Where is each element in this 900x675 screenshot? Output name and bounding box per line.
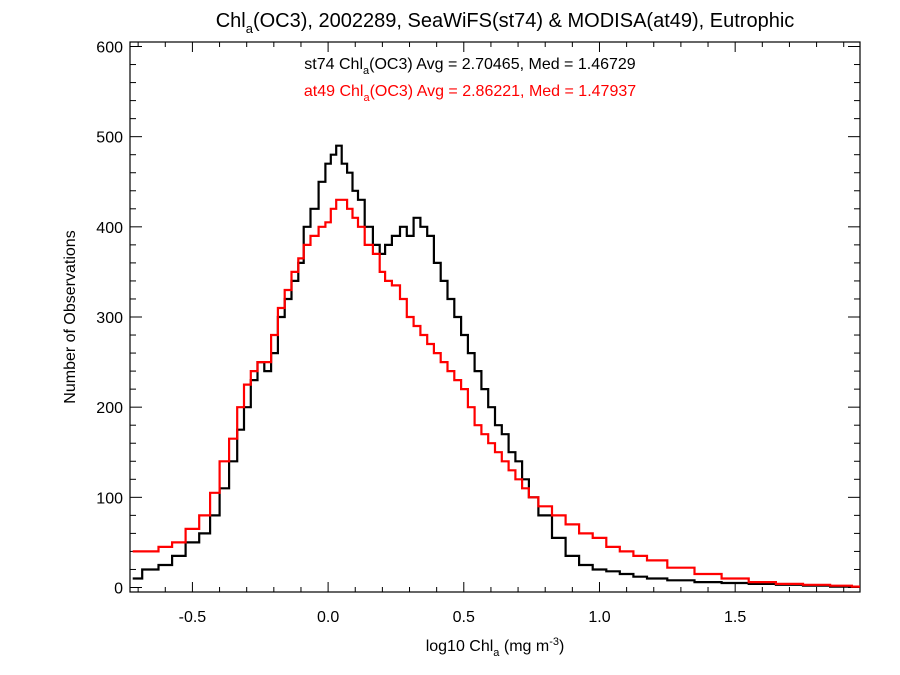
- stats-at49-post: (OC3) Avg = 2.86221, Med = 1.47937: [370, 83, 637, 100]
- y-tick-label: 400: [96, 220, 123, 237]
- x-tick-label: -0.5: [179, 609, 207, 626]
- y-tick-label: 500: [96, 130, 123, 147]
- y-tick-label: 0: [114, 580, 123, 597]
- x-tick-label: 1.0: [588, 609, 610, 626]
- xlabel-sup: -3: [549, 636, 559, 648]
- title-rest: (OC3), 2002289, SeaWiFS(st74) & MODISA(a…: [253, 10, 794, 32]
- plot-frame: [129, 41, 861, 593]
- y-tick-label: 100: [96, 490, 123, 507]
- x-tick-label: 0.5: [453, 609, 475, 626]
- y-tick-label: 300: [96, 310, 123, 327]
- x-axis-title: log10 Chla (mg m-3): [426, 636, 565, 659]
- xlabel-mid: (mg m: [499, 638, 549, 655]
- axis-ticks: -0.5 0.0 0.5 1.0 1.5 0 100 200 300 400 500 600: [96, 40, 860, 626]
- stats-line-at49: at49 Chla(OC3) Avg = 2.86221, Med = 1.47…: [304, 83, 636, 104]
- xlabel-sub: a: [493, 647, 500, 659]
- title-main: Chl: [216, 10, 246, 32]
- xlabel-close: ): [559, 638, 564, 655]
- series-line-1: [132, 198, 860, 588]
- y-axis-title: Number of Observations: [62, 230, 79, 403]
- x-tick-label: 0.0: [317, 609, 339, 626]
- chart-title: Chla(OC3), 2002289, SeaWiFS(st74) & MODI…: [216, 10, 795, 36]
- stats-at49-sub: a: [363, 92, 370, 104]
- stats-st74-sub: a: [363, 65, 370, 77]
- title-sub: a: [246, 21, 254, 36]
- series-line-0: [132, 144, 860, 588]
- stats-st74-post: (OC3) Avg = 2.70465, Med = 1.46729: [369, 56, 636, 73]
- xlabel-main: log10 Chl: [426, 638, 494, 655]
- y-tick-label: 200: [96, 400, 123, 417]
- stats-st74-pre: st74 Chl: [304, 56, 363, 73]
- stats-at49-pre: at49 Chl: [304, 83, 364, 100]
- x-tick-label: 1.5: [724, 609, 746, 626]
- stats-line-st74: st74 Chla(OC3) Avg = 2.70465, Med = 1.46…: [304, 56, 635, 77]
- y-tick-label: 600: [96, 40, 123, 57]
- series-layer: [132, 144, 860, 588]
